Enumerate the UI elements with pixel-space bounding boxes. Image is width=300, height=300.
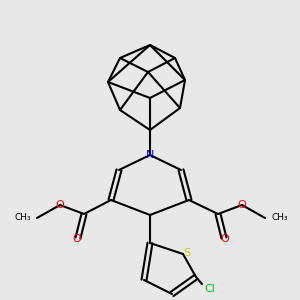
Text: Cl: Cl [205,284,215,294]
Text: CH₃: CH₃ [271,214,288,223]
Text: O: O [220,234,230,244]
Text: S: S [183,248,190,258]
Text: O: O [238,200,246,210]
Text: O: O [56,200,64,210]
Text: O: O [73,234,81,244]
Text: CH₃: CH₃ [14,214,31,223]
Text: N: N [146,150,154,160]
